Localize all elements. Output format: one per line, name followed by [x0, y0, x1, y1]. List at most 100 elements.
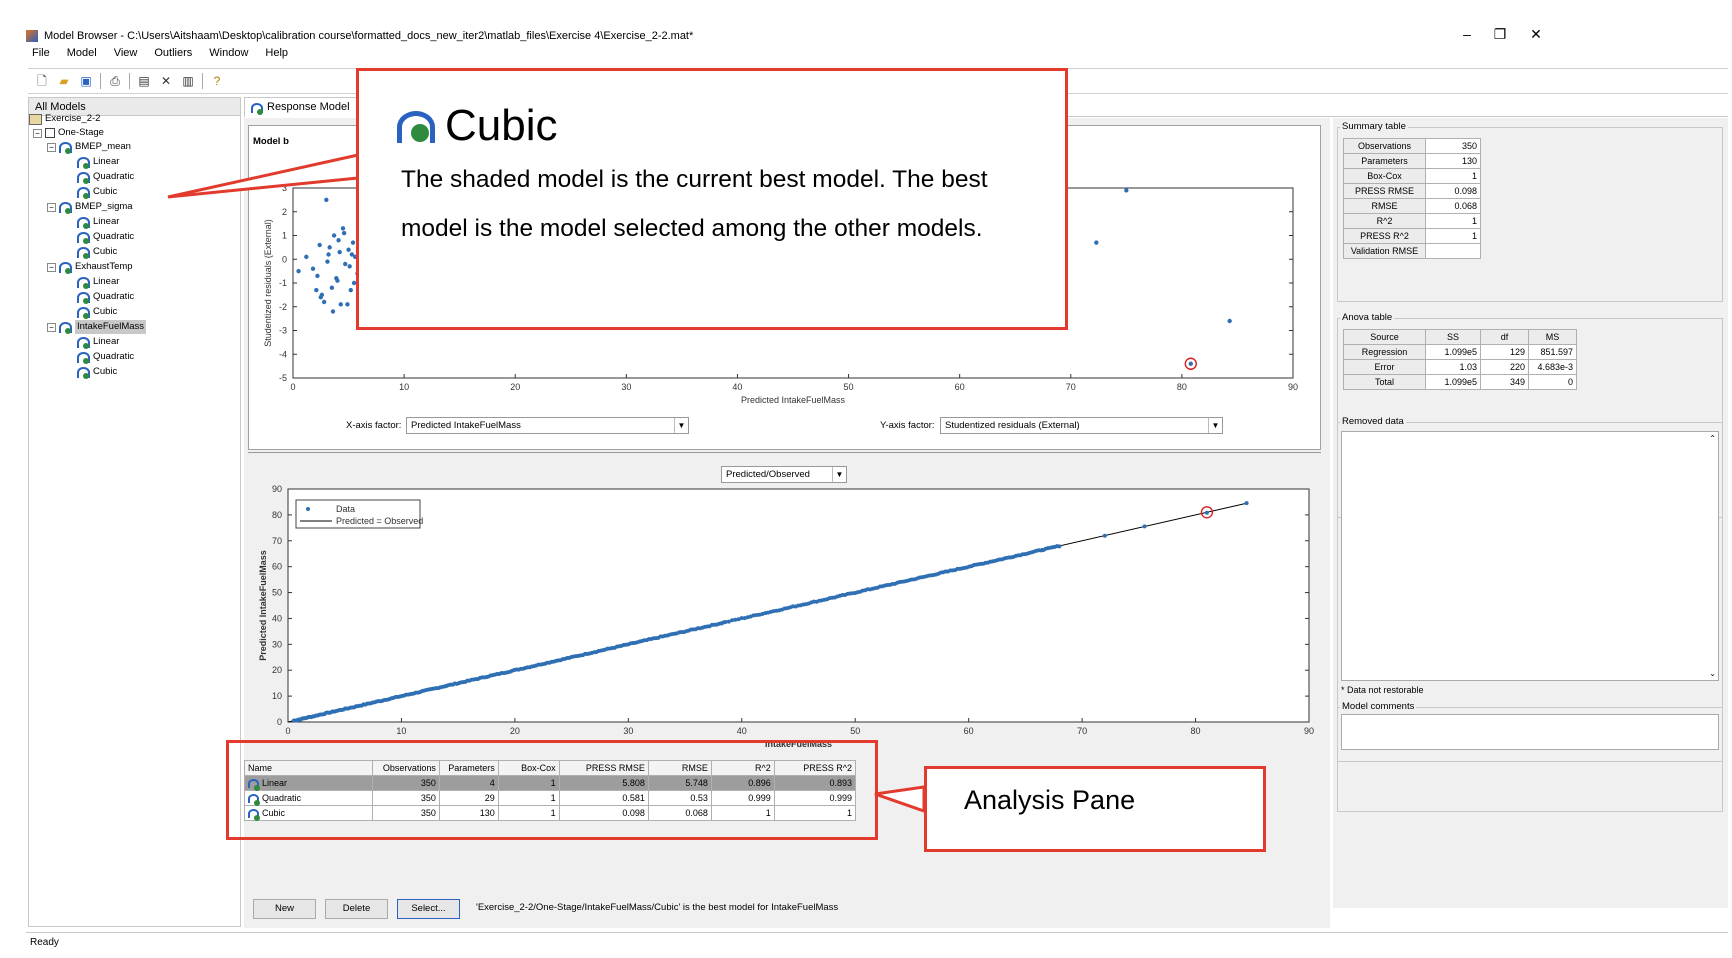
pvo-point[interactable] [1057, 544, 1062, 549]
close-button[interactable]: ✕ [1530, 26, 1542, 42]
save-icon[interactable]: ▣ [80, 74, 92, 88]
pvo-point[interactable] [1102, 533, 1107, 538]
pvo-point[interactable] [1142, 524, 1147, 529]
tree-child-model[interactable]: Linear [77, 335, 119, 349]
minimize-button[interactable]: – [1463, 26, 1471, 42]
residual-point[interactable] [329, 285, 335, 290]
tree-child-model[interactable]: Linear [77, 275, 119, 289]
outlier-marker[interactable] [1200, 506, 1214, 519]
outlier-marker[interactable] [1184, 357, 1197, 370]
residual-point[interactable] [347, 264, 352, 269]
residual-point[interactable] [350, 240, 356, 245]
scroll-down-icon[interactable]: ⌄ [1709, 669, 1716, 678]
menu-model[interactable]: Model [66, 47, 97, 59]
plot-type-dropdown[interactable]: Predicted/Observed ▼ [721, 466, 847, 483]
pvo-point[interactable] [742, 616, 747, 621]
print-icon[interactable]: ⎙ [110, 74, 120, 88]
collapse-icon[interactable]: − [47, 142, 56, 152]
analysis-row[interactable]: Quadratic 350 29 1 0.581 0.53 0.999 0.999 [244, 790, 857, 807]
help-icon[interactable]: ? [213, 74, 221, 88]
new-file-icon[interactable]: 🗋 [37, 74, 47, 88]
menu-help[interactable]: Help [265, 47, 289, 59]
tree-response-intakefuelmass[interactable]: − IntakeFuelMass [47, 320, 147, 334]
residual-point[interactable] [331, 233, 337, 238]
predicted-observed-plot[interactable]: 0 10 20 30 40 50 60 70 80 90 0 10 20 30 40 50 60 70 80 90 In… [248, 484, 1321, 752]
tab-response-model[interactable]: Response Model [244, 97, 359, 117]
pvo-point[interactable] [730, 618, 735, 623]
pane-splitter[interactable] [248, 452, 1321, 458]
model-comments-input[interactable] [1341, 714, 1719, 750]
residual-point[interactable] [327, 245, 332, 250]
residual-point[interactable] [341, 230, 347, 236]
pvo-point[interactable] [751, 613, 756, 618]
x-factor-dropdown[interactable]: Predicted IntakeFuelMass ▼ [406, 417, 689, 434]
tree-child-model[interactable]: Linear [77, 215, 119, 229]
delete-icon[interactable]: ✕ [160, 74, 172, 88]
residual-point[interactable] [1227, 318, 1232, 324]
residual-point[interactable] [337, 249, 342, 255]
tree-child-model[interactable]: Quadratic [77, 230, 134, 244]
menu-view[interactable]: View [113, 47, 138, 59]
residual-point[interactable] [1188, 361, 1193, 366]
collapse-icon[interactable]: − [47, 202, 56, 212]
pvo-point[interactable] [1040, 548, 1045, 553]
residual-point[interactable] [317, 242, 322, 248]
tree-response-bmep-sigma[interactable]: − BMEP_sigma [47, 200, 133, 214]
pvo-point[interactable] [736, 617, 741, 622]
import-icon[interactable]: ▥ [182, 74, 194, 88]
residual-point[interactable] [348, 287, 353, 293]
residual-point[interactable] [318, 295, 323, 300]
tree-root[interactable]: Exercise_2-2 [29, 112, 100, 126]
residual-point[interactable] [336, 238, 341, 243]
residual-point[interactable] [296, 268, 301, 274]
tree-child-model[interactable]: Quadratic [77, 170, 134, 184]
restore-button[interactable]: ❐ [1493, 26, 1507, 42]
pvo-point[interactable] [754, 613, 759, 618]
residual-point[interactable] [338, 302, 343, 307]
pvo-point[interactable] [1204, 510, 1209, 515]
residual-point[interactable] [1094, 240, 1099, 245]
pvo-point[interactable] [723, 619, 728, 624]
residual-point[interactable] [343, 261, 348, 267]
tree-child-model[interactable]: Quadratic [77, 290, 134, 304]
pvo-point[interactable] [726, 619, 731, 624]
tree-response-exhausttemp[interactable]: − ExhaustTemp [47, 260, 133, 274]
tree-response-bmep-mean[interactable]: − BMEP_mean [47, 140, 131, 154]
analysis-header-cell[interactable]: R^2 [710, 760, 775, 776]
collapse-icon[interactable]: − [47, 262, 56, 272]
residual-point[interactable] [315, 273, 320, 279]
collapse-icon[interactable]: − [33, 128, 42, 138]
select-button[interactable]: Select... [397, 899, 460, 919]
residual-point[interactable] [325, 259, 330, 264]
residual-point[interactable] [330, 309, 336, 314]
new-button[interactable]: New [253, 899, 316, 919]
residual-point[interactable] [321, 299, 327, 305]
tree-child-model[interactable]: Cubic [77, 245, 117, 259]
y-factor-dropdown[interactable]: Studentized residuals (External) ▼ [940, 417, 1223, 434]
tree-child-model[interactable]: Quadratic [77, 350, 134, 364]
menu-outliers[interactable]: Outliers [154, 47, 193, 59]
analysis-header-cell[interactable]: Parameters [438, 760, 499, 776]
tree-child-model[interactable]: Linear [77, 155, 119, 169]
tree-child-model[interactable]: Cubic [77, 185, 117, 199]
collapse-icon[interactable]: − [47, 322, 56, 332]
removed-data-list[interactable]: ⌃ ⌄ [1341, 431, 1719, 681]
analysis-table[interactable]: Name Observations Parameters Box-Cox PRESS R… [244, 760, 857, 822]
open-folder-icon[interactable]: ▰ [59, 74, 69, 88]
analysis-header-cell[interactable]: PRESS RMSE [558, 760, 649, 776]
menu-window[interactable]: Window [209, 47, 249, 59]
residual-point[interactable] [351, 280, 357, 286]
menu-file[interactable]: File [32, 47, 50, 59]
pvo-point[interactable] [719, 621, 724, 626]
residual-point[interactable] [346, 247, 351, 252]
pvo-point[interactable] [733, 617, 738, 622]
residual-point[interactable] [326, 252, 331, 257]
scroll-up-icon[interactable]: ⌃ [1709, 434, 1716, 443]
analysis-row[interactable]: Cubic 350 130 1 0.098 0.068 1 1 [244, 805, 857, 822]
residual-point[interactable] [304, 254, 309, 260]
tree-child-model[interactable]: Cubic [77, 305, 117, 319]
tree-stage[interactable]: − One-Stage [33, 126, 104, 140]
report-icon[interactable]: ▤ [138, 74, 150, 88]
residual-point[interactable] [310, 266, 316, 271]
residual-point[interactable] [345, 302, 350, 307]
